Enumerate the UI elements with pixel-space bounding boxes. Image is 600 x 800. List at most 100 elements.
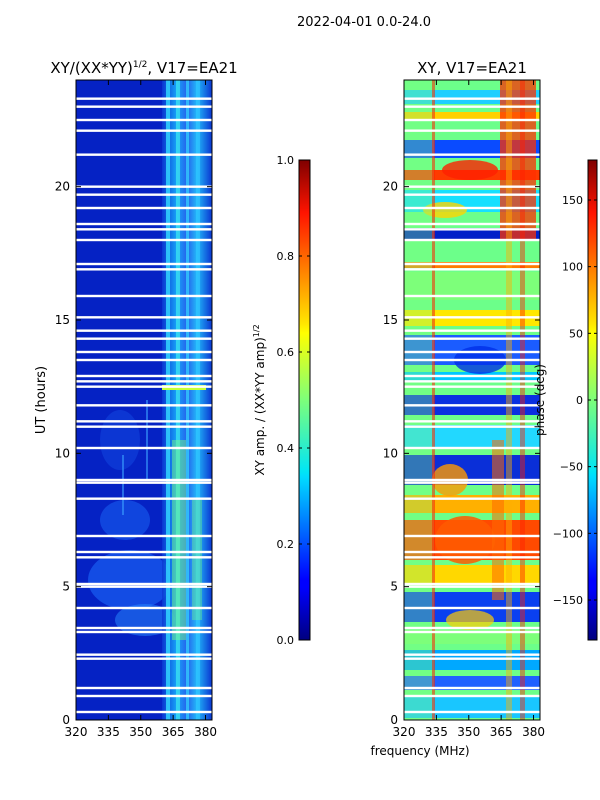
flagged-row <box>76 385 212 388</box>
phase-colorbar-ticks: −150 −100 −50 0 50 100 150 <box>553 194 597 607</box>
flagged-row <box>76 657 212 660</box>
flagged-row <box>404 193 540 196</box>
flagged-row <box>76 626 212 630</box>
ut-hours-axis-label: UT (hours) <box>34 366 49 434</box>
flagged-row <box>404 329 540 332</box>
flagged-row <box>76 404 212 407</box>
flagged-row <box>404 686 540 690</box>
flagged-row <box>404 228 540 231</box>
amplitude-colorbar: 0.0 0.2 0.4 0.6 0.8 1.0 XY amp. / (XX*YY amp)… <box>252 154 311 647</box>
flagged-row <box>76 694 212 698</box>
colorbar-tick-label: 1.0 <box>277 154 295 167</box>
flagged-row <box>404 582 540 586</box>
flagged-row <box>404 694 540 698</box>
flagged-row <box>76 582 212 586</box>
y-tick-label: 10 <box>55 446 70 460</box>
x-tick-label: 335 <box>425 725 448 739</box>
phase-panel-title: XY, V17=EA21 <box>417 59 527 77</box>
flagged-row <box>404 653 540 656</box>
flagged-row <box>404 385 540 388</box>
flagged-row <box>76 686 212 690</box>
y-tick-label: 15 <box>55 313 70 327</box>
flagged-row <box>76 153 212 156</box>
flagged-row <box>76 374 212 378</box>
x-tick-label: 350 <box>129 725 152 739</box>
flagged-row <box>404 534 540 538</box>
flagged-row <box>404 481 540 484</box>
amplitude-axes: 320 335 350 365 380 0 5 10 15 20 <box>55 80 217 739</box>
flagged-row <box>404 337 540 340</box>
flagged-row <box>404 710 540 714</box>
flagged-row <box>404 380 540 383</box>
flagged-row <box>76 329 212 332</box>
amplitude-colorbar-ticks: 0.0 0.2 0.4 0.6 0.8 1.0 <box>277 154 310 647</box>
x-tick-label: 380 <box>522 725 545 739</box>
phase-colorbar-label: phase (deg) <box>533 364 547 436</box>
flagged-row <box>76 185 212 188</box>
flagged-row <box>76 206 212 210</box>
flagged-row <box>404 374 540 378</box>
x-tick-label: 335 <box>97 725 120 739</box>
flagged-row <box>76 97 212 100</box>
flagged-row <box>404 294 540 298</box>
flagged-row <box>76 129 212 132</box>
flagged-row <box>404 153 540 156</box>
flagged-row <box>404 425 540 428</box>
flagged-row <box>76 105 212 108</box>
flagged-row <box>404 606 540 610</box>
flagged-row <box>76 193 212 196</box>
colorbar-tick-label: 0.4 <box>277 442 295 455</box>
flagged-row <box>76 556 212 559</box>
flagged-row <box>404 262 540 266</box>
x-tick-label: 350 <box>457 725 480 739</box>
flagged-row <box>76 294 212 298</box>
flagged-row <box>76 446 212 450</box>
y-tick-label: 20 <box>383 180 398 194</box>
x-tick-label: 365 <box>490 725 513 739</box>
flagged-row <box>404 118 540 122</box>
flagged-row <box>404 630 540 634</box>
y-tick-label: 5 <box>390 580 398 594</box>
flagged-row <box>404 105 540 108</box>
flagged-row <box>76 316 212 319</box>
colorbar-tick-label: 0.0 <box>277 634 295 647</box>
flagged-row <box>404 420 540 423</box>
flagged-row <box>76 710 212 714</box>
flagged-row <box>76 534 212 538</box>
y-tick-label: 20 <box>55 180 70 194</box>
colorbar-tick-label: 0.8 <box>277 250 295 263</box>
flagged-row <box>404 556 540 559</box>
phase-axes: 320 335 350 365 380 0 5 10 15 20 <box>383 80 545 739</box>
flagged-row <box>404 626 540 630</box>
frequency-axis-label: frequency (MHz) <box>370 744 469 758</box>
flagged-row <box>76 606 212 610</box>
flagged-row <box>404 268 540 271</box>
flagged-row <box>76 420 212 423</box>
amplitude-panel-title: XY/(XX*YY)1/2, V17=EA21 <box>50 59 237 77</box>
phase-colorbar: −150 −100 −50 0 50 100 150 phase (deg) <box>533 159 598 641</box>
flagged-row <box>404 446 540 450</box>
flagged-row <box>76 550 212 554</box>
flagged-row <box>76 653 212 656</box>
flagged-row <box>404 478 540 482</box>
flagged-row <box>404 129 540 132</box>
flagged-row <box>404 585 540 588</box>
flagged-row <box>404 316 540 319</box>
y-tick-label: 5 <box>62 580 70 594</box>
flagged-row <box>404 497 540 500</box>
flagged-row <box>76 228 212 231</box>
y-tick-label: 0 <box>62 713 70 727</box>
flagged-row <box>76 585 212 588</box>
amplitude-panel: XY/(XX*YY)1/2, V17=EA21 320 335 350 365 380 0… <box>34 59 238 739</box>
flagged-row <box>76 118 212 122</box>
colorbar-tick-label: −100 <box>553 527 583 540</box>
colorbar-tick-label: 0 <box>576 394 583 407</box>
flagged-row <box>404 550 540 554</box>
flagged-row <box>404 97 540 100</box>
flagged-row <box>76 350 212 354</box>
flagged-row <box>76 337 212 340</box>
y-tick-label: 15 <box>383 313 398 327</box>
flagged-row <box>76 262 212 266</box>
flagged-row <box>404 238 540 242</box>
